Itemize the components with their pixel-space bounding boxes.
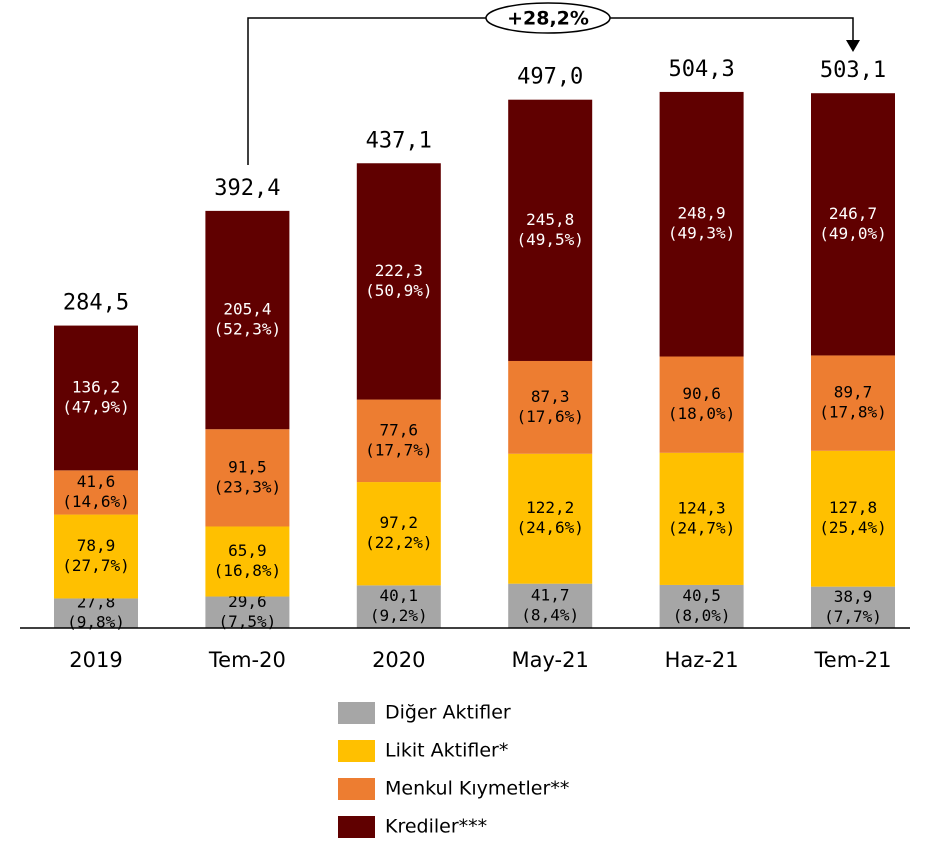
bar-segment <box>54 325 138 471</box>
segment-value-label: 40,1 <box>380 586 419 605</box>
segment-share-label: (27,7%) <box>62 556 129 575</box>
legend-label: Likit Aktifler* <box>385 740 508 762</box>
segment-share-label: (8,4%) <box>521 605 579 624</box>
segment-share-label: (50,9%) <box>365 281 432 300</box>
segment-value-label: 38,9 <box>834 587 873 606</box>
bar-segment <box>205 526 290 597</box>
segment-share-label: (49,3%) <box>668 224 735 243</box>
x-tick-label: Haz-21 <box>665 648 739 672</box>
segment-share-label: (24,7%) <box>668 518 735 537</box>
bar-segment <box>356 399 441 483</box>
bar-segment <box>356 482 441 586</box>
segment-value-label: 122,2 <box>526 498 574 517</box>
bar-segment <box>356 163 441 400</box>
segment-value-label: 89,7 <box>834 383 873 402</box>
segment-value-label: 65,9 <box>228 541 267 560</box>
growth-badge <box>485 2 611 34</box>
segment-value-label: 91,5 <box>228 457 267 476</box>
total-label: 503,1 <box>820 58 886 83</box>
bar-segment <box>811 450 895 587</box>
total-label: 392,4 <box>214 176 280 201</box>
legend-label: Krediler*** <box>385 816 487 838</box>
segment-value-label: 90,6 <box>682 384 721 403</box>
segment-share-label: (52,3%) <box>214 320 281 339</box>
segment-share-label: (18,0%) <box>668 404 735 423</box>
legend-swatch <box>338 740 375 762</box>
segment-share-label: (22,2%) <box>365 533 432 552</box>
bar-segment <box>508 453 593 584</box>
x-tick-label: 2020 <box>372 648 425 672</box>
bar-segment <box>54 470 138 515</box>
bar-segment <box>508 360 593 454</box>
segment-share-label: (17,7%) <box>365 440 432 459</box>
segment-share-label: (17,6%) <box>516 407 583 426</box>
legend-swatch <box>338 816 375 838</box>
legend-swatch <box>338 778 375 800</box>
bar-segment <box>356 585 441 628</box>
segment-value-label: 41,7 <box>531 585 570 604</box>
segment-share-label: (49,0%) <box>819 224 886 243</box>
segment-value-label: 222,3 <box>375 261 423 280</box>
segment-share-label: (23,3%) <box>214 477 281 496</box>
bar-segment <box>205 429 290 527</box>
segment-share-label: (8,0%) <box>673 606 731 625</box>
segment-share-label: (9,8%) <box>67 613 125 632</box>
segment-value-label: 78,9 <box>77 536 116 555</box>
segment-share-label: (16,8%) <box>214 561 281 580</box>
x-tick-label: Tem-20 <box>208 648 286 672</box>
segment-share-label: (25,4%) <box>819 518 886 537</box>
growth-label: +28,2% <box>507 8 589 30</box>
segment-value-label: 87,3 <box>531 387 570 406</box>
bar-segment <box>659 452 744 585</box>
segment-share-label: (24,6%) <box>516 518 583 537</box>
segment-value-label: 77,6 <box>380 420 419 439</box>
segment-value-label: 246,7 <box>829 204 877 223</box>
segment-share-label: (47,9%) <box>62 397 129 416</box>
total-label: 497,0 <box>517 65 583 90</box>
bar-segment <box>811 355 895 451</box>
total-label: 284,5 <box>63 291 129 316</box>
segment-value-label: 41,6 <box>77 472 116 491</box>
bar-segment <box>54 598 138 628</box>
legend-label: Menkul Kıymetler** <box>385 778 569 800</box>
segment-share-label: (49,5%) <box>516 230 583 249</box>
growth-arrow <box>846 40 860 52</box>
segment-value-label: 248,9 <box>678 204 726 223</box>
bar-segment <box>205 210 290 430</box>
bar-segment <box>508 583 593 628</box>
segment-value-label: 124,3 <box>678 498 726 517</box>
bar-segment <box>659 584 744 628</box>
bar-segment <box>659 356 744 453</box>
segment-share-label: (9,2%) <box>370 606 428 625</box>
segment-share-label: (7,7%) <box>824 607 882 626</box>
segment-share-label: (14,6%) <box>62 492 129 511</box>
bar-segment <box>811 586 895 628</box>
x-tick-label: May-21 <box>512 648 589 672</box>
segment-value-label: 97,2 <box>380 513 419 532</box>
x-tick-label: Tem-21 <box>814 648 892 672</box>
legend-label: Diğer Aktifler <box>385 702 511 724</box>
total-label: 504,3 <box>668 57 734 82</box>
total-label: 437,1 <box>366 128 432 153</box>
segment-share-label: (7,5%) <box>219 612 277 631</box>
bar-segment <box>205 596 290 628</box>
segment-value-label: 127,8 <box>829 498 877 517</box>
segment-value-label: 205,4 <box>223 300 271 319</box>
bar-segment <box>54 514 138 599</box>
segment-value-label: 40,5 <box>682 586 721 605</box>
bar-segment <box>508 99 593 361</box>
segment-value-label: 136,2 <box>72 377 120 396</box>
legend-swatch <box>338 702 375 724</box>
bar-segment <box>659 91 744 357</box>
x-tick-label: 2019 <box>69 648 122 672</box>
segment-value-label: 245,8 <box>526 210 574 229</box>
segment-share-label: (17,8%) <box>819 403 886 422</box>
bar-segment <box>811 93 895 356</box>
